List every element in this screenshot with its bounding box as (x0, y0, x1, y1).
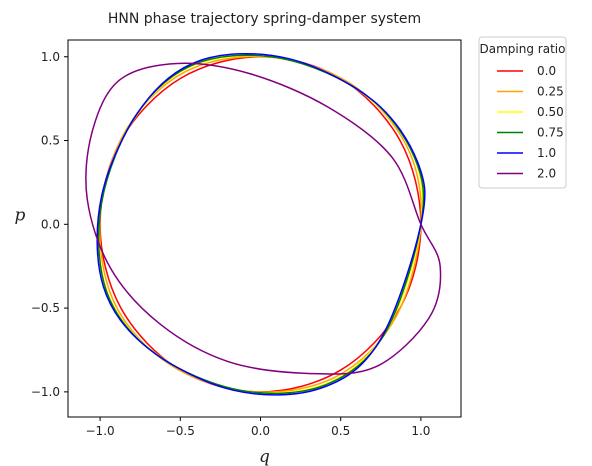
legend-label-5: 2.0 (537, 167, 556, 181)
x-tick-label: 1.0 (411, 424, 430, 438)
x-axis-label: q (259, 447, 270, 466)
legend-label-2: 0.50 (537, 105, 564, 119)
y-axis-label: p (15, 205, 26, 225)
series-line-1 (98, 55, 423, 393)
legend-items: 0.0 0.25 0.50 0.75 1.0 2.0 (497, 64, 564, 181)
y-tick-label: −1.0 (31, 385, 60, 399)
x-tick-label: 0.5 (331, 424, 350, 438)
plot-frame (67, 39, 462, 418)
series-line-5 (85, 62, 442, 375)
axis-ticks: −1.0 −0.5 0.0 0.5 1.0 −1.0 −0.5 0.0 0.5 1.0 (31, 50, 431, 438)
series-line-4 (96, 52, 426, 396)
chart-title: HNN phase trajectory spring-damper syste… (108, 11, 421, 27)
legend-label-4: 1.0 (537, 146, 556, 160)
legend-label-3: 0.75 (537, 126, 564, 140)
y-tick-label: 1.0 (41, 50, 60, 64)
y-tick-label: −0.5 (31, 301, 60, 315)
legend-title: Damping ratio (480, 42, 566, 56)
x-tick-label: −1.0 (86, 424, 115, 438)
legend-label-1: 0.25 (537, 85, 564, 99)
series-line-0 (99, 56, 422, 393)
legend: Damping ratio 0.0 0.25 0.50 0.75 1.0 2.0 (478, 36, 567, 189)
legend-label-0: 0.0 (537, 64, 556, 78)
y-tick-label: 0.0 (41, 217, 60, 231)
plot-area (85, 52, 442, 396)
x-tick-label: 0.0 (251, 424, 270, 438)
x-tick-label: −0.5 (166, 424, 195, 438)
y-tick-label: 0.5 (41, 134, 60, 148)
